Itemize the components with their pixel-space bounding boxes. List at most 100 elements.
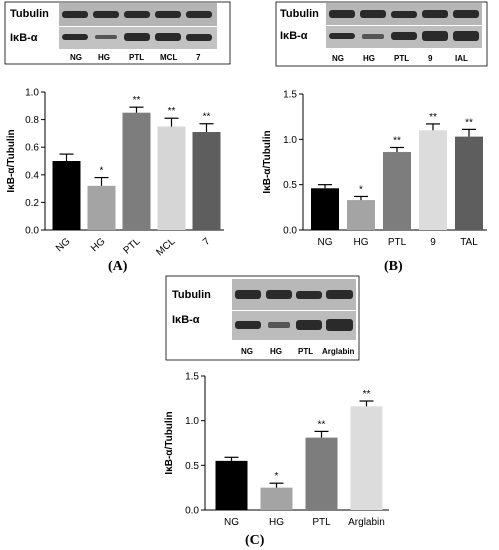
panel-label-c: (C) <box>245 533 265 548</box>
band <box>62 11 88 18</box>
band <box>155 33 181 41</box>
chart-b: 0.0 0.5 1.0 1.5 IκB-α/Tubulin NG * HG ** PTL ** 9 **… <box>262 90 487 248</box>
band <box>93 11 119 18</box>
x-tick-label: MCL <box>154 236 177 259</box>
x-tick-label: PTL <box>388 237 407 248</box>
band <box>186 34 212 41</box>
x-tick-label: TAL <box>460 237 478 248</box>
bar-HG <box>347 200 375 230</box>
blot-a-lane-hg: HG <box>98 53 110 62</box>
x-tick-label: HG <box>269 517 284 528</box>
bar-HG <box>87 185 116 230</box>
blot-c-lane-ptl: PTL <box>298 347 313 356</box>
bar-HG <box>260 487 293 510</box>
band <box>296 320 322 330</box>
panel-label-a: (A) <box>108 259 128 274</box>
blot-b-row-ikb: IκB-α <box>280 30 308 42</box>
bar-NG <box>52 161 81 230</box>
bar-7 <box>192 132 221 230</box>
y-tick-label: 0.0 <box>283 226 297 237</box>
bar-Arglabin <box>350 406 383 510</box>
x-tick-label: NG <box>54 236 73 254</box>
y-tick-label: 1.0 <box>185 416 199 427</box>
band <box>422 10 448 18</box>
bar-PTL <box>122 112 151 230</box>
blot-a-row-ikb: IκB-α <box>10 32 38 44</box>
blot-a-lane-ptl: PTL <box>129 53 144 62</box>
y-tick-label: 1.0 <box>25 88 39 99</box>
band <box>422 31 448 41</box>
band <box>235 290 261 299</box>
significance-label: ** <box>318 419 326 430</box>
y-tick-label: 1.0 <box>283 135 297 146</box>
band <box>391 32 417 40</box>
band <box>95 35 117 39</box>
band <box>266 290 292 299</box>
blot-b-lane-ial: IAL <box>455 54 468 63</box>
significance-label: * <box>275 471 279 482</box>
y-axis-label: IκB-α/Tubulin <box>6 129 17 192</box>
x-tick-label: NG <box>318 237 333 248</box>
blot-a-lane-7: 7 <box>196 53 201 62</box>
band <box>391 11 417 18</box>
significance-label: ** <box>363 389 371 400</box>
x-tick-label: PTL <box>122 236 143 257</box>
bar-9 <box>419 130 447 230</box>
y-tick-label: 0.0 <box>185 506 199 517</box>
chart-a: 0.0 0.2 0.4 0.6 0.8 1.0 IκB-α/Tubulin NG * HG ** PT… <box>6 88 224 259</box>
blot-b-lane-ptl: PTL <box>394 54 409 63</box>
y-axis-label: IκB-α/Tubulin <box>164 411 175 474</box>
band <box>329 10 355 18</box>
significance-label: ** <box>429 112 437 123</box>
significance-label: ** <box>203 112 211 123</box>
blot-a-lane-mcl: MCL <box>160 53 177 62</box>
y-tick-label: 0.4 <box>25 170 39 181</box>
band <box>124 11 150 18</box>
y-tick-label: 1.5 <box>185 372 199 383</box>
band <box>326 290 353 299</box>
significance-label: * <box>100 166 104 177</box>
blot-c-lane-ng: NG <box>241 347 253 356</box>
bar-TAL <box>455 136 483 230</box>
chart-c: 0.0 0.5 1.0 1.5 IκB-α/Tubulin NG * HG ** PTL ** Arg… <box>164 372 389 528</box>
blot-a: Tubulin IκB-α NG HG PTL MCL 7 <box>4 1 231 65</box>
band <box>453 31 479 41</box>
band <box>268 322 290 328</box>
x-tick-label: 9 <box>430 237 436 248</box>
y-tick-label: 0.6 <box>25 143 39 154</box>
significance-label: ** <box>133 95 141 106</box>
significance-label: ** <box>393 135 401 146</box>
band <box>186 11 212 18</box>
band <box>155 11 181 18</box>
x-tick-label: HG <box>89 236 108 254</box>
blot-a-row-tubulin: Tubulin <box>10 8 49 20</box>
blot-c: Tubulin IκB-α NG HG PTL Arglabin <box>165 275 360 361</box>
x-tick-label: 7 <box>201 236 213 248</box>
x-tick-label: HG <box>354 237 369 248</box>
bar-NG <box>311 188 339 230</box>
blot-c-row-ikb: IκB-α <box>172 314 200 326</box>
blot-c-lane-hg: HG <box>270 347 282 356</box>
bar-PTL <box>305 437 338 510</box>
band <box>124 33 150 41</box>
band <box>362 34 384 39</box>
significance-label: * <box>359 184 363 195</box>
significance-label: ** <box>465 117 473 128</box>
bar-MCL <box>157 126 186 230</box>
bar-PTL <box>383 152 411 230</box>
blot-b-lane-hg: HG <box>363 54 375 63</box>
significance-label: ** <box>168 106 176 117</box>
y-tick-label: 0.5 <box>283 180 297 191</box>
y-tick-label: 1.5 <box>283 90 297 101</box>
panel-label-b: (B) <box>384 259 403 274</box>
y-tick-label: 0.2 <box>25 198 39 209</box>
blot-c-row-tubulin: Tubulin <box>172 289 211 301</box>
y-tick-label: 0.5 <box>185 461 199 472</box>
blot-b: Tubulin IκB-α NG HG PTL 9 IAL <box>275 1 488 67</box>
band <box>360 10 386 18</box>
x-tick-label: Arglabin <box>348 517 385 528</box>
band <box>453 10 479 18</box>
band <box>62 34 88 40</box>
x-tick-label: PTL <box>312 517 331 528</box>
